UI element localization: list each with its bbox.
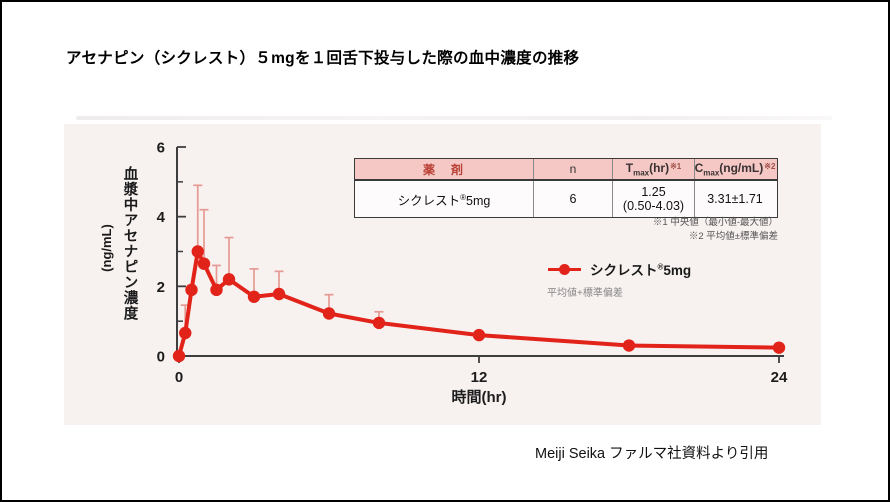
data-point: [272, 287, 286, 301]
data-point: [772, 341, 786, 354]
cmax-note-mark: ※2: [764, 161, 776, 171]
data-point: [172, 349, 186, 363]
scan-artifact: [76, 116, 832, 120]
y-axis-unit: (ng/mL): [99, 224, 114, 272]
pk-parameter-table: 薬 剤 n Tmax(hr)※1 Cmax(ng/mL)※2 シクレスト®5mg…: [354, 158, 778, 218]
data-point: [622, 339, 636, 352]
data-point: [197, 257, 211, 270]
x-tick-label: 12: [471, 369, 488, 386]
error-bar-note: 平均値+標準偏差: [547, 288, 623, 299]
legend-dot-icon: [559, 263, 570, 275]
cell-tmax: 1.25 (0.50-4.03): [612, 181, 694, 217]
series-line: [177, 249, 781, 358]
header-tmax: Tmax(hr)※1: [612, 159, 694, 179]
legend-label: シクレスト®5mg: [590, 262, 692, 279]
x-tick-label: 0: [175, 369, 183, 386]
data-point: [210, 283, 223, 297]
x-axis-title: 時間(hr): [452, 388, 507, 406]
footnote-1: ※1 中央値（最小値-最大値）: [652, 217, 778, 228]
header-n: n: [533, 159, 612, 179]
data-point: [472, 328, 486, 342]
tmax-note-mark: ※1: [670, 161, 682, 171]
footnote-2: ※2 平均値±標準偏差: [688, 231, 778, 243]
registered-mark: ®: [460, 192, 467, 202]
x-tick-label: 24: [771, 369, 788, 386]
legend-series-marker-icon: [548, 263, 581, 276]
registered-mark: ®: [657, 262, 664, 272]
y-tick-label: 4: [157, 209, 166, 226]
page-title: アセナピン（シクレスト）５mgを１回舌下投与した際の血中濃度の推移: [66, 50, 580, 67]
table-header-row: 薬 剤 n Tmax(hr)※1 Cmax(ng/mL)※2: [355, 159, 777, 181]
y-tick-label: 2: [157, 279, 165, 296]
table-data-row: シクレスト®5mg 6 1.25 (0.50-4.03) 3.31±1.71: [355, 181, 777, 217]
header-cmax: Cmax(ng/mL)※2: [694, 159, 776, 179]
table-footnotes: ※1 中央値（最小値-最大値） ※2 平均値±標準偏差: [558, 216, 778, 245]
y-tick-label: 0: [157, 349, 165, 366]
source-caption: Meiji Seika ファルマ社資料より引用: [535, 446, 769, 462]
cell-n: 6: [533, 181, 612, 217]
cell-cmax: 3.31±1.71: [694, 181, 775, 217]
y-axis-title: 血漿中アセナピン濃度: [121, 166, 138, 321]
data-point: [222, 273, 236, 286]
data-point: [322, 307, 336, 320]
legend: シクレスト®5mg: [548, 259, 691, 279]
cell-drug: シクレスト®5mg: [397, 192, 491, 208]
data-point: [247, 290, 261, 303]
data-point: [179, 326, 192, 340]
header-drug: 薬 剤: [422, 162, 465, 177]
y-tick-label: 6: [157, 140, 165, 157]
data-point: [185, 283, 198, 297]
data-point: [191, 245, 204, 258]
data-point: [372, 316, 386, 330]
